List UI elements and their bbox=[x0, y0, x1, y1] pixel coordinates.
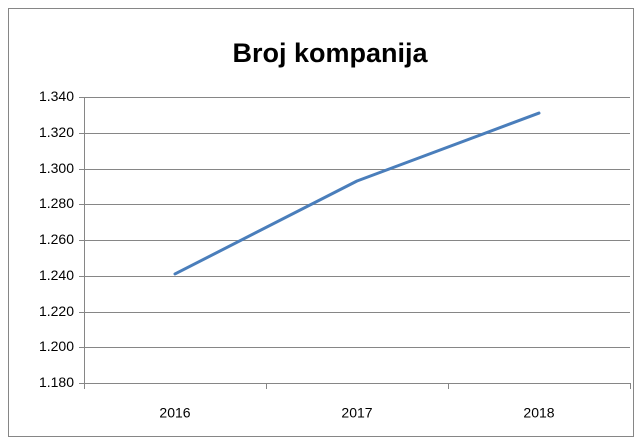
line-series bbox=[173, 111, 541, 276]
chart-border bbox=[8, 8, 634, 437]
x-tick-label: 2018 bbox=[523, 405, 554, 421]
y-tick-label: 1.180 bbox=[39, 374, 74, 390]
x-tick-label: 2016 bbox=[159, 405, 190, 421]
y-tick-label: 1.320 bbox=[39, 124, 74, 140]
y-tick-label: 1.340 bbox=[39, 88, 74, 104]
y-tick-label: 1.260 bbox=[39, 231, 74, 247]
chart-title: Broj kompanija bbox=[232, 38, 428, 68]
y-tick-label: 1.200 bbox=[39, 338, 74, 354]
y-tick-label: 1.240 bbox=[39, 267, 74, 283]
y-tick-label: 1.300 bbox=[39, 160, 74, 176]
y-tick-label: 1.280 bbox=[39, 195, 74, 211]
y-tick-label: 1.220 bbox=[39, 303, 74, 319]
x-tick-label: 2017 bbox=[341, 405, 372, 421]
